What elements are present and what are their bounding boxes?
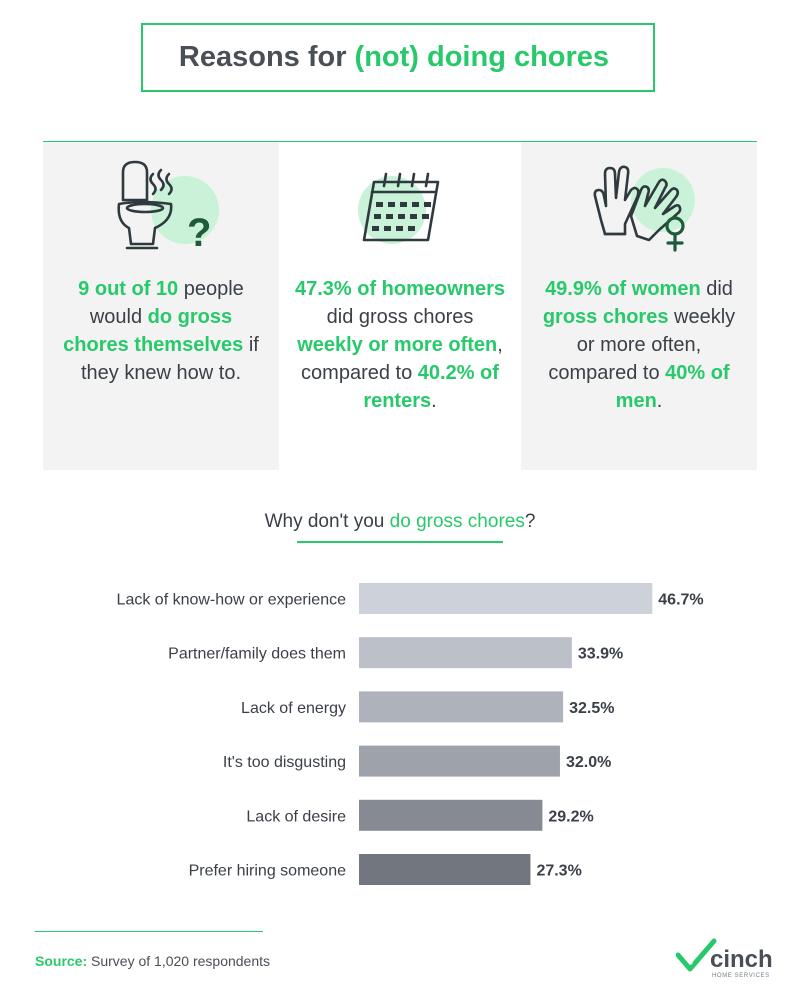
value-label: 32.0% <box>566 754 611 771</box>
top-divider <box>43 141 757 142</box>
stat-card-toilet: ? 9 out of 10 people would do gross chor… <box>43 142 279 470</box>
stat-highlight: weekly or more often <box>297 334 498 356</box>
page-title: Reasons for (not) doing chores <box>141 23 655 92</box>
stat-highlight: 9 out of 10 <box>78 278 179 300</box>
stat-highlight: 40.2% of renters <box>363 362 499 412</box>
chart-title-post: ? <box>524 511 536 532</box>
stat-text: . <box>431 390 437 412</box>
bar <box>359 691 564 723</box>
title-pre: Reasons for <box>178 41 347 73</box>
stat-card-gloves: 49.9% of women did gross chores weekly o… <box>521 142 757 470</box>
stat-text-1: 9 out of 10 people would do gross chores… <box>57 275 265 387</box>
bar <box>359 799 543 831</box>
value-label: 46.7% <box>658 592 703 609</box>
title-highlight: (not) doing chores <box>354 41 610 73</box>
bar-chart: Lack of know-how or experience 46.7% Partn… <box>117 583 704 885</box>
source-text: Survey of 1,020 respondents <box>91 953 271 969</box>
stat-text: did <box>700 278 733 300</box>
category-label: Partner/family does them <box>168 646 346 663</box>
category-label: Lack of energy <box>241 700 346 717</box>
calendar-icon <box>358 172 440 244</box>
chart-title-highlight: do gross chores <box>389 511 525 532</box>
source-label: Source: <box>35 953 88 969</box>
category-label: Lack of desire <box>246 808 346 825</box>
stat-text: , compared to <box>301 334 503 384</box>
bar <box>359 745 560 777</box>
chart-title-pre: Why don't you <box>264 511 390 532</box>
bar <box>359 854 531 885</box>
stat-highlight: 40% of men <box>615 362 730 412</box>
bar <box>359 583 653 614</box>
logo-tagline: HOME SERVICES <box>712 973 770 979</box>
bar <box>359 637 572 669</box>
stat-text: . <box>656 390 663 412</box>
value-label: 29.2% <box>548 808 593 825</box>
stat-highlight: gross chores <box>542 306 669 328</box>
cinch-logo: cinch HOME SERVICES <box>676 938 773 979</box>
stat-highlight: 47.3% of homeowners <box>294 278 506 300</box>
source-note: Source: Survey of 1,020 respondents <box>35 953 270 969</box>
value-label: 32.5% <box>569 700 614 717</box>
stat-text: people would <box>89 278 244 328</box>
stat-text: if they knew how to. <box>80 334 259 384</box>
stat-text-3: 49.9% of women did gross chores weekly o… <box>535 275 743 415</box>
stat-highlight: 49.9% of women <box>545 278 701 300</box>
footer-divider <box>35 931 263 932</box>
value-label: 33.9% <box>578 646 623 663</box>
stat-text: weekly or more often, compared to <box>548 306 736 384</box>
gloves-icon <box>593 165 695 252</box>
stat-card-calendar: 47.3% of homeowners did gross chores wee… <box>279 142 521 470</box>
category-label: It's too disgusting <box>223 754 346 771</box>
value-label: 27.3% <box>536 863 581 880</box>
chart-title-underline <box>297 541 503 543</box>
logo-wordmark: cinch <box>710 946 773 973</box>
category-label: Lack of know-how or experience <box>117 592 347 609</box>
stat-highlight: do gross chores themselves <box>63 306 244 356</box>
chart-title: Why don't you do gross chores? <box>0 511 800 533</box>
stat-text-2: 47.3% of homeowners did gross chores wee… <box>293 275 507 415</box>
category-label: Prefer hiring someone <box>189 863 347 880</box>
stat-text: did gross chores <box>326 306 474 328</box>
toilet-icon: ? <box>117 160 219 255</box>
svg-text:?: ? <box>187 211 211 255</box>
